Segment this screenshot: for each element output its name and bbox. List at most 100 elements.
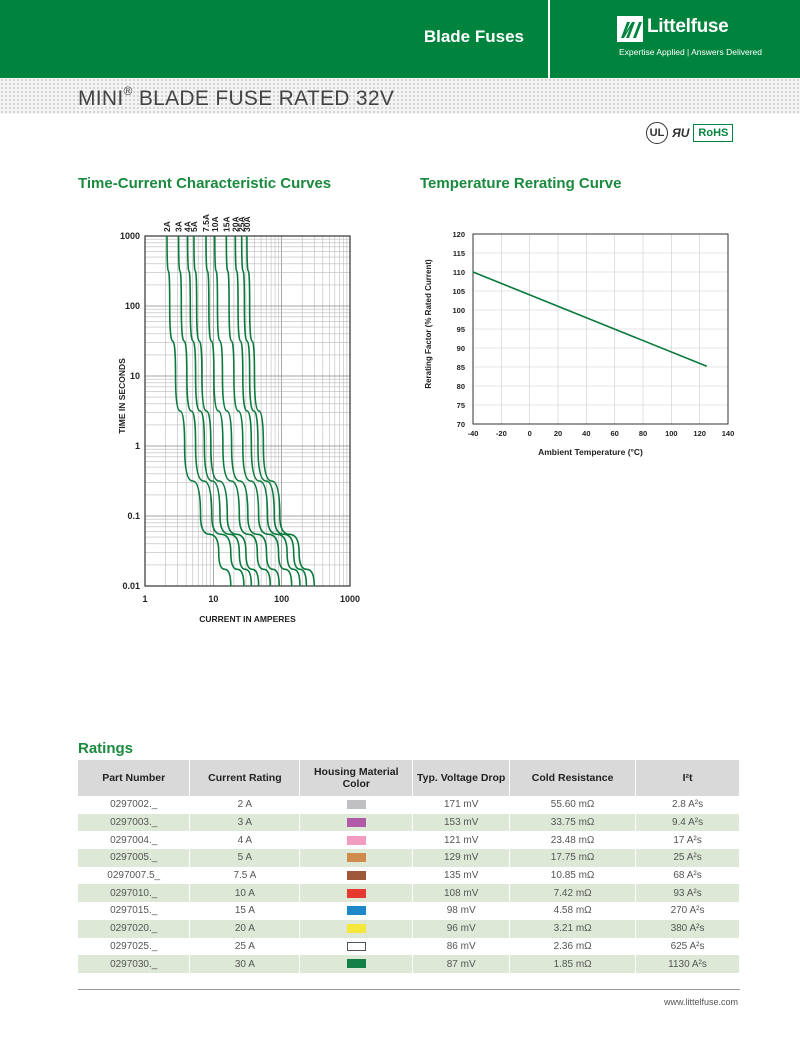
footer-url[interactable]: www.littelfuse.com bbox=[663, 997, 738, 1007]
voltage-drop-cell: 86 mV bbox=[412, 937, 511, 956]
voltage-drop-cell: 121 mV bbox=[412, 831, 511, 850]
tcc-chart: 1 10 100 1000 0.01 0.1 1 10 100 1000 CURRENT IN AM… bbox=[117, 214, 360, 624]
x-tick-label: 60 bbox=[610, 429, 618, 438]
table-row: 0297010._ 10 A 108 mV 7.42 mΩ 93 A²s bbox=[78, 884, 740, 903]
cold-resistance-cell: 3.21 mΩ bbox=[509, 919, 637, 938]
cold-resistance-cell: 4.58 mΩ bbox=[509, 902, 637, 920]
housing-color-cell bbox=[299, 849, 414, 867]
y-tick-label: 90 bbox=[457, 344, 465, 353]
current-rating-cell: 7.5 A bbox=[189, 866, 301, 885]
color-swatch bbox=[346, 870, 366, 880]
housing-color-cell bbox=[299, 937, 414, 956]
series-line-20A bbox=[234, 235, 301, 587]
column-header: Cold Resistance bbox=[509, 760, 637, 796]
y-axis-label: Rerating Factor (% Rated Current) bbox=[424, 259, 433, 389]
color-swatch bbox=[346, 924, 366, 934]
y-tick-label: 10 bbox=[130, 371, 140, 381]
cold-resistance-cell: 55.60 mΩ bbox=[509, 796, 637, 814]
x-tick-label: 0 bbox=[528, 429, 532, 438]
x-tick-label: 10 bbox=[208, 594, 218, 604]
ratings-heading: Ratings bbox=[78, 740, 134, 757]
housing-color-cell bbox=[299, 955, 414, 973]
column-header: I²t bbox=[635, 760, 740, 796]
y-tick-label: 115 bbox=[453, 249, 465, 258]
series-line-10A bbox=[213, 235, 280, 587]
logo-name: Littelfuse bbox=[647, 16, 729, 37]
current-rating-cell: 25 A bbox=[189, 937, 301, 956]
x-tick-label: 1000 bbox=[340, 594, 360, 604]
cold-resistance-cell: 33.75 mΩ bbox=[509, 813, 637, 832]
housing-color-cell bbox=[299, 902, 414, 920]
i2t-cell: 625 A²s bbox=[635, 937, 740, 956]
rerating-line bbox=[472, 271, 708, 367]
x-tick-label: 140 bbox=[722, 429, 735, 438]
rerating-heading: Temperature Rerating Curve bbox=[420, 175, 622, 192]
voltage-drop-cell: 98 mV bbox=[412, 902, 511, 920]
series-line-15A bbox=[225, 235, 293, 587]
series-label-2A: 2A bbox=[162, 221, 172, 232]
littelfuse-logo[interactable]: Littelfuse Expertise Applied | Answers D… bbox=[617, 14, 777, 64]
housing-color-cell bbox=[299, 884, 414, 903]
color-swatch bbox=[346, 800, 366, 810]
voltage-drop-cell: 171 mV bbox=[412, 796, 511, 814]
table-row: 0297007.5_ 7.5 A 135 mV 10.85 mΩ 68 A²s bbox=[78, 866, 740, 885]
voltage-drop-cell: 108 mV bbox=[412, 884, 511, 903]
i2t-cell: 1130 A²s bbox=[635, 955, 740, 973]
current-rating-cell: 4 A bbox=[189, 831, 301, 850]
series-label-30A: 30A bbox=[242, 216, 252, 232]
section-title: Blade Fuses bbox=[423, 27, 524, 46]
series-line-7.5A bbox=[205, 235, 272, 587]
column-header: Housing Material Color bbox=[299, 760, 414, 796]
y-tick-label: 110 bbox=[453, 268, 465, 277]
cold-resistance-cell: 7.42 mΩ bbox=[509, 884, 637, 903]
table-row: 0297002._ 2 A 171 mV 55.60 mΩ 2.8 A²s bbox=[78, 796, 740, 814]
header-divider bbox=[548, 0, 550, 78]
page-title: MINI® BLADE FUSE RATED 32V bbox=[78, 84, 395, 110]
current-rating-cell: 2 A bbox=[189, 796, 301, 814]
current-rating-cell: 10 A bbox=[189, 884, 301, 903]
y-tick-label: 70 bbox=[457, 420, 465, 429]
voltage-drop-cell: 96 mV bbox=[412, 919, 511, 938]
cold-resistance-cell: 23.48 mΩ bbox=[509, 831, 637, 850]
current-rating-cell: 5 A bbox=[189, 849, 301, 867]
cold-resistance-cell: 2.36 mΩ bbox=[509, 937, 637, 956]
part-number-cell: 0297003._ bbox=[78, 813, 191, 832]
color-swatch bbox=[346, 835, 366, 845]
y-tick-label: 80 bbox=[457, 382, 465, 391]
series-line-4A bbox=[186, 235, 253, 587]
part-number-cell: 0297010._ bbox=[78, 884, 191, 903]
current-rating-cell: 20 A bbox=[189, 919, 301, 938]
cold-resistance-cell: 17.75 mΩ bbox=[509, 849, 637, 867]
series-line-3A bbox=[177, 235, 245, 587]
littelfuse-mark-icon bbox=[617, 16, 643, 42]
x-tick-label: 20 bbox=[554, 429, 562, 438]
title-band bbox=[0, 78, 800, 114]
table-row: 0297003._ 3 A 153 mV 33.75 mΩ 9.4 A²s bbox=[78, 813, 740, 832]
color-swatch bbox=[346, 959, 366, 969]
column-header: Part Number bbox=[78, 760, 191, 796]
housing-color-cell bbox=[299, 866, 414, 885]
cold-resistance-cell: 1.85 mΩ bbox=[509, 955, 637, 973]
color-swatch bbox=[346, 853, 366, 863]
voltage-drop-cell: 135 mV bbox=[412, 866, 511, 885]
x-tick-label: -40 bbox=[468, 429, 479, 438]
series-line-5A bbox=[193, 235, 260, 587]
series-label-10A: 10A bbox=[210, 216, 220, 232]
current-rating-cell: 3 A bbox=[189, 813, 301, 832]
part-number-cell: 0297025._ bbox=[78, 937, 191, 956]
x-tick-label: -20 bbox=[496, 429, 507, 438]
part-number-cell: 0297015._ bbox=[78, 902, 191, 920]
table-row: 0297004._ 4 A 121 mV 23.48 mΩ 17 A²s bbox=[78, 831, 740, 850]
y-tick-label: 0.1 bbox=[127, 511, 140, 521]
logo-tagline: Expertise Applied | Answers Delivered bbox=[619, 47, 763, 57]
color-swatch bbox=[346, 817, 366, 827]
series-label-7.5A: 7.5A bbox=[201, 214, 211, 232]
part-number-cell: 0297004._ bbox=[78, 831, 191, 850]
y-axis-label: TIME IN SECONDS bbox=[117, 358, 127, 434]
series-label-15A: 15A bbox=[221, 216, 231, 232]
y-tick-label: 95 bbox=[457, 325, 465, 334]
housing-color-cell bbox=[299, 919, 414, 938]
voltage-drop-cell: 87 mV bbox=[412, 955, 511, 973]
table-row: 0297020._ 20 A 96 mV 3.21 mΩ 380 A²s bbox=[78, 919, 740, 938]
cold-resistance-cell: 10.85 mΩ bbox=[509, 866, 637, 885]
